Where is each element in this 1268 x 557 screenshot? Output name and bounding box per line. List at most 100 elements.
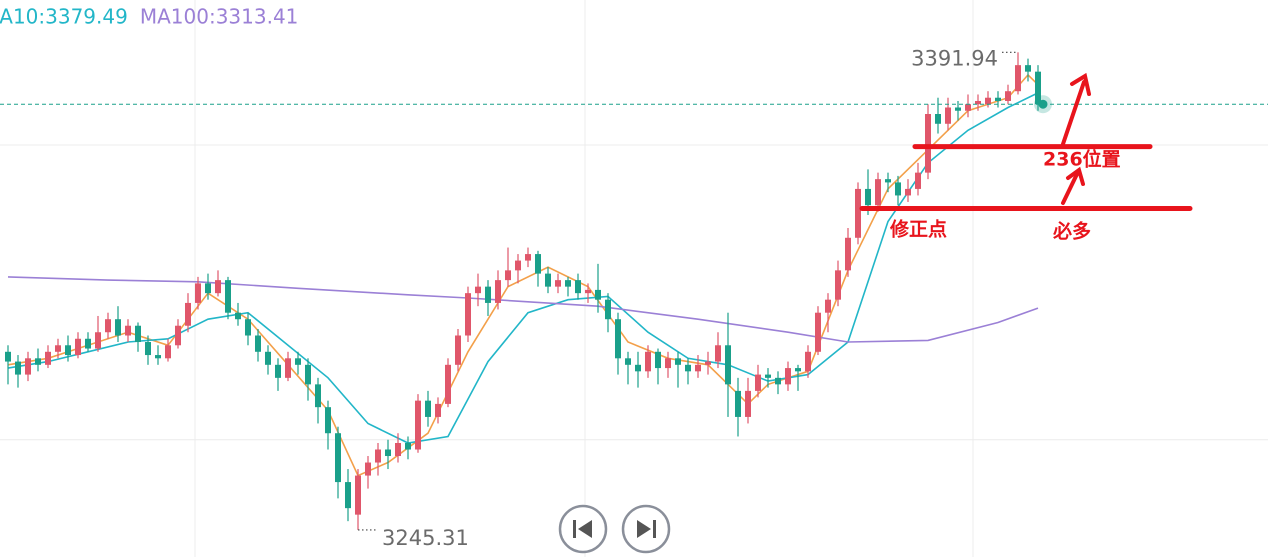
- candle-body: [155, 355, 161, 359]
- high-label: 3391.94: [911, 46, 998, 70]
- candle-body: [755, 374, 761, 391]
- candle-body: [45, 351, 51, 365]
- candle-body: [565, 280, 571, 287]
- annotation: 236位置: [1043, 148, 1121, 171]
- annotation: 必多: [1052, 220, 1091, 243]
- candle-body: [945, 107, 951, 124]
- candle-body: [675, 358, 681, 365]
- candle-body: [555, 280, 561, 287]
- arrow-up: [1061, 80, 1086, 146]
- candle-body: [475, 286, 481, 294]
- candle-body: [365, 462, 371, 476]
- candle-body: [815, 312, 821, 352]
- candle-body: [635, 364, 641, 372]
- candle-body: [205, 283, 211, 294]
- candle-body: [615, 319, 621, 359]
- candle-body: [125, 325, 131, 336]
- candle-body: [55, 345, 61, 352]
- candle-body: [25, 358, 31, 375]
- candle-body: [545, 273, 551, 287]
- icon: [653, 520, 656, 538]
- candle-body: [455, 335, 461, 365]
- candle-body: [445, 364, 451, 404]
- price-dot: [1038, 99, 1048, 109]
- candle-body: [235, 312, 241, 320]
- candle-body: [335, 433, 341, 483]
- arrows: [1061, 72, 1091, 205]
- candle-body: [845, 237, 851, 271]
- next-button[interactable]: [621, 504, 671, 554]
- candle-body: [485, 286, 491, 303]
- icon: [578, 520, 592, 538]
- candle-body: [95, 332, 101, 349]
- candle-body: [775, 377, 781, 385]
- candle-body: [685, 364, 691, 372]
- candle-body: [105, 319, 111, 333]
- candle-body: [955, 107, 961, 111]
- ma-line: [7, 73, 1039, 477]
- candle-body: [975, 100, 981, 105]
- candle-body: [785, 368, 791, 385]
- candle-body: [465, 293, 471, 336]
- candle-body: [535, 254, 541, 274]
- candle-body: [85, 338, 91, 349]
- candle-body: [435, 403, 441, 417]
- candle-body: [135, 325, 141, 343]
- candle-body: [655, 351, 661, 369]
- candle-body: [345, 482, 351, 509]
- candle-body: [265, 351, 271, 365]
- candle-body: [225, 280, 231, 313]
- arrow-head: [1066, 166, 1085, 186]
- candle-body: [195, 283, 201, 303]
- candle-body: [1005, 91, 1011, 101]
- candle-body: [575, 280, 581, 294]
- candle-body: [935, 114, 941, 124]
- candle-body: [1015, 65, 1021, 92]
- ma-lines: [7, 73, 1039, 477]
- candle-body: [405, 442, 411, 450]
- legend-entry: MA100:3313.41: [140, 5, 299, 29]
- candle-body: [315, 384, 321, 408]
- candle-body: [65, 345, 71, 356]
- candle-body: [275, 364, 281, 378]
- prev-button[interactable]: [558, 504, 608, 554]
- annotation: 修正点: [889, 218, 947, 241]
- candle-body: [5, 351, 11, 362]
- candle-body: [795, 368, 801, 372]
- candle-body: [415, 400, 421, 450]
- candle-body: [595, 289, 601, 300]
- ma-line: [7, 276, 1039, 343]
- candles: [5, 52, 1041, 530]
- icon: [637, 520, 651, 538]
- candle-body: [325, 407, 331, 434]
- candle-body: [835, 270, 841, 300]
- candle-body: [295, 358, 301, 365]
- candle-body: [605, 299, 611, 320]
- candle-body: [825, 299, 831, 313]
- candle-body: [425, 400, 431, 417]
- candle-body: [855, 188, 861, 238]
- candle-body: [515, 260, 521, 271]
- arrow-up: [1061, 170, 1080, 205]
- candle-body: [285, 358, 291, 378]
- candle-body: [865, 188, 871, 206]
- candle-body: [905, 188, 911, 196]
- candle-body: [875, 179, 881, 206]
- legend-entry: MA10:3379.49: [0, 5, 128, 29]
- candle-body: [115, 319, 121, 336]
- candle-body: [395, 442, 401, 457]
- candle-body: [495, 280, 501, 303]
- candle-body: [305, 364, 311, 385]
- arrow-head: [1070, 72, 1091, 96]
- candle-body: [525, 254, 531, 261]
- candle-body: [245, 319, 251, 336]
- candle-body: [805, 351, 811, 372]
- candle-body: [985, 97, 991, 105]
- candle-body: [895, 182, 901, 196]
- candle-body: [995, 97, 1001, 101]
- candle-body: [505, 270, 511, 281]
- candle-body: [725, 345, 731, 385]
- candle-body: [375, 449, 381, 463]
